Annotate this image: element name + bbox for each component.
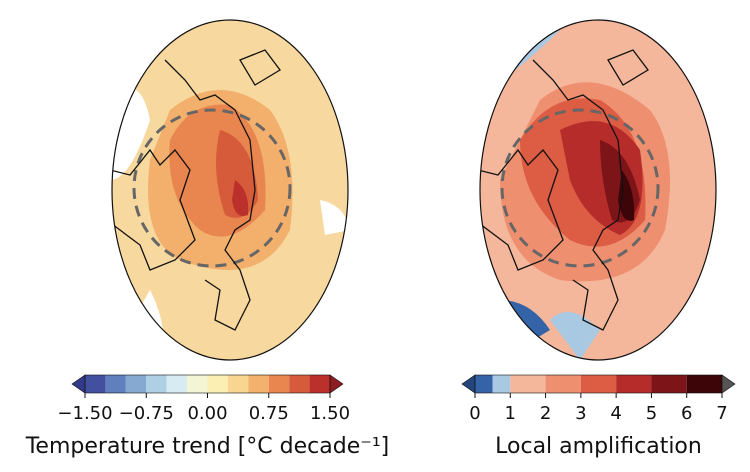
colorbar-bin: [85, 375, 106, 393]
colorbar-bin: [580, 375, 617, 393]
colorbar-tick-label: 1: [505, 403, 516, 424]
colorbar-bin: [510, 375, 546, 393]
colorbar-frame: [474, 374, 723, 394]
colorbar-bin: [475, 375, 493, 393]
colorbar-tick-label: 4: [610, 403, 621, 424]
colorbar-extend: [461, 374, 476, 394]
colorbar-bin: [616, 375, 652, 393]
colorbar-bin: [492, 375, 511, 393]
colorbar-bin: [268, 375, 290, 393]
colorbar-bin: [289, 375, 310, 393]
colorbar-tick-label: 0.00: [187, 403, 227, 424]
colorbar-bin: [545, 375, 581, 393]
colorbar-tick-label: 0: [469, 403, 480, 424]
colorbar-tick-label: 0.75: [249, 403, 289, 424]
colorbar-bin: [166, 375, 188, 393]
colorbar-title: Local amplification: [495, 434, 702, 459]
colorbar-tick-label: 3: [575, 403, 586, 424]
colorbar-bin: [686, 375, 722, 393]
colorbar-bin: [105, 375, 126, 393]
map-border: [479, 19, 717, 361]
colorbar-bin: [146, 375, 167, 393]
colorbar-tick-label: −1.50: [57, 403, 112, 424]
colorbar-extend: [721, 374, 736, 394]
colorbar-bin: [187, 375, 208, 393]
colorbar-extend: [329, 374, 344, 394]
colorbar-bin: [309, 375, 330, 393]
colorbar-bin: [227, 375, 249, 393]
map-left: [112, 20, 348, 360]
map-border: [111, 19, 349, 361]
colorbar-bin: [248, 375, 269, 393]
colorbar-bin: [207, 375, 228, 393]
colorbar-tick-label: 1.50: [310, 403, 350, 424]
colorbar-extend: [71, 374, 86, 394]
colorbar-tick-label: −0.75: [119, 403, 174, 424]
colorbar-tick-label: 2: [540, 403, 551, 424]
colorbar-bin: [125, 375, 147, 393]
colorbar-tick-label: 6: [681, 403, 692, 424]
colorbar-title: Temperature trend [°C decade⁻¹]: [25, 434, 390, 459]
colorbar-tick-label: 7: [716, 403, 727, 424]
map-right: [480, 20, 716, 360]
colorbar-bin: [651, 375, 687, 393]
colorbar-tick-label: 5: [646, 403, 657, 424]
